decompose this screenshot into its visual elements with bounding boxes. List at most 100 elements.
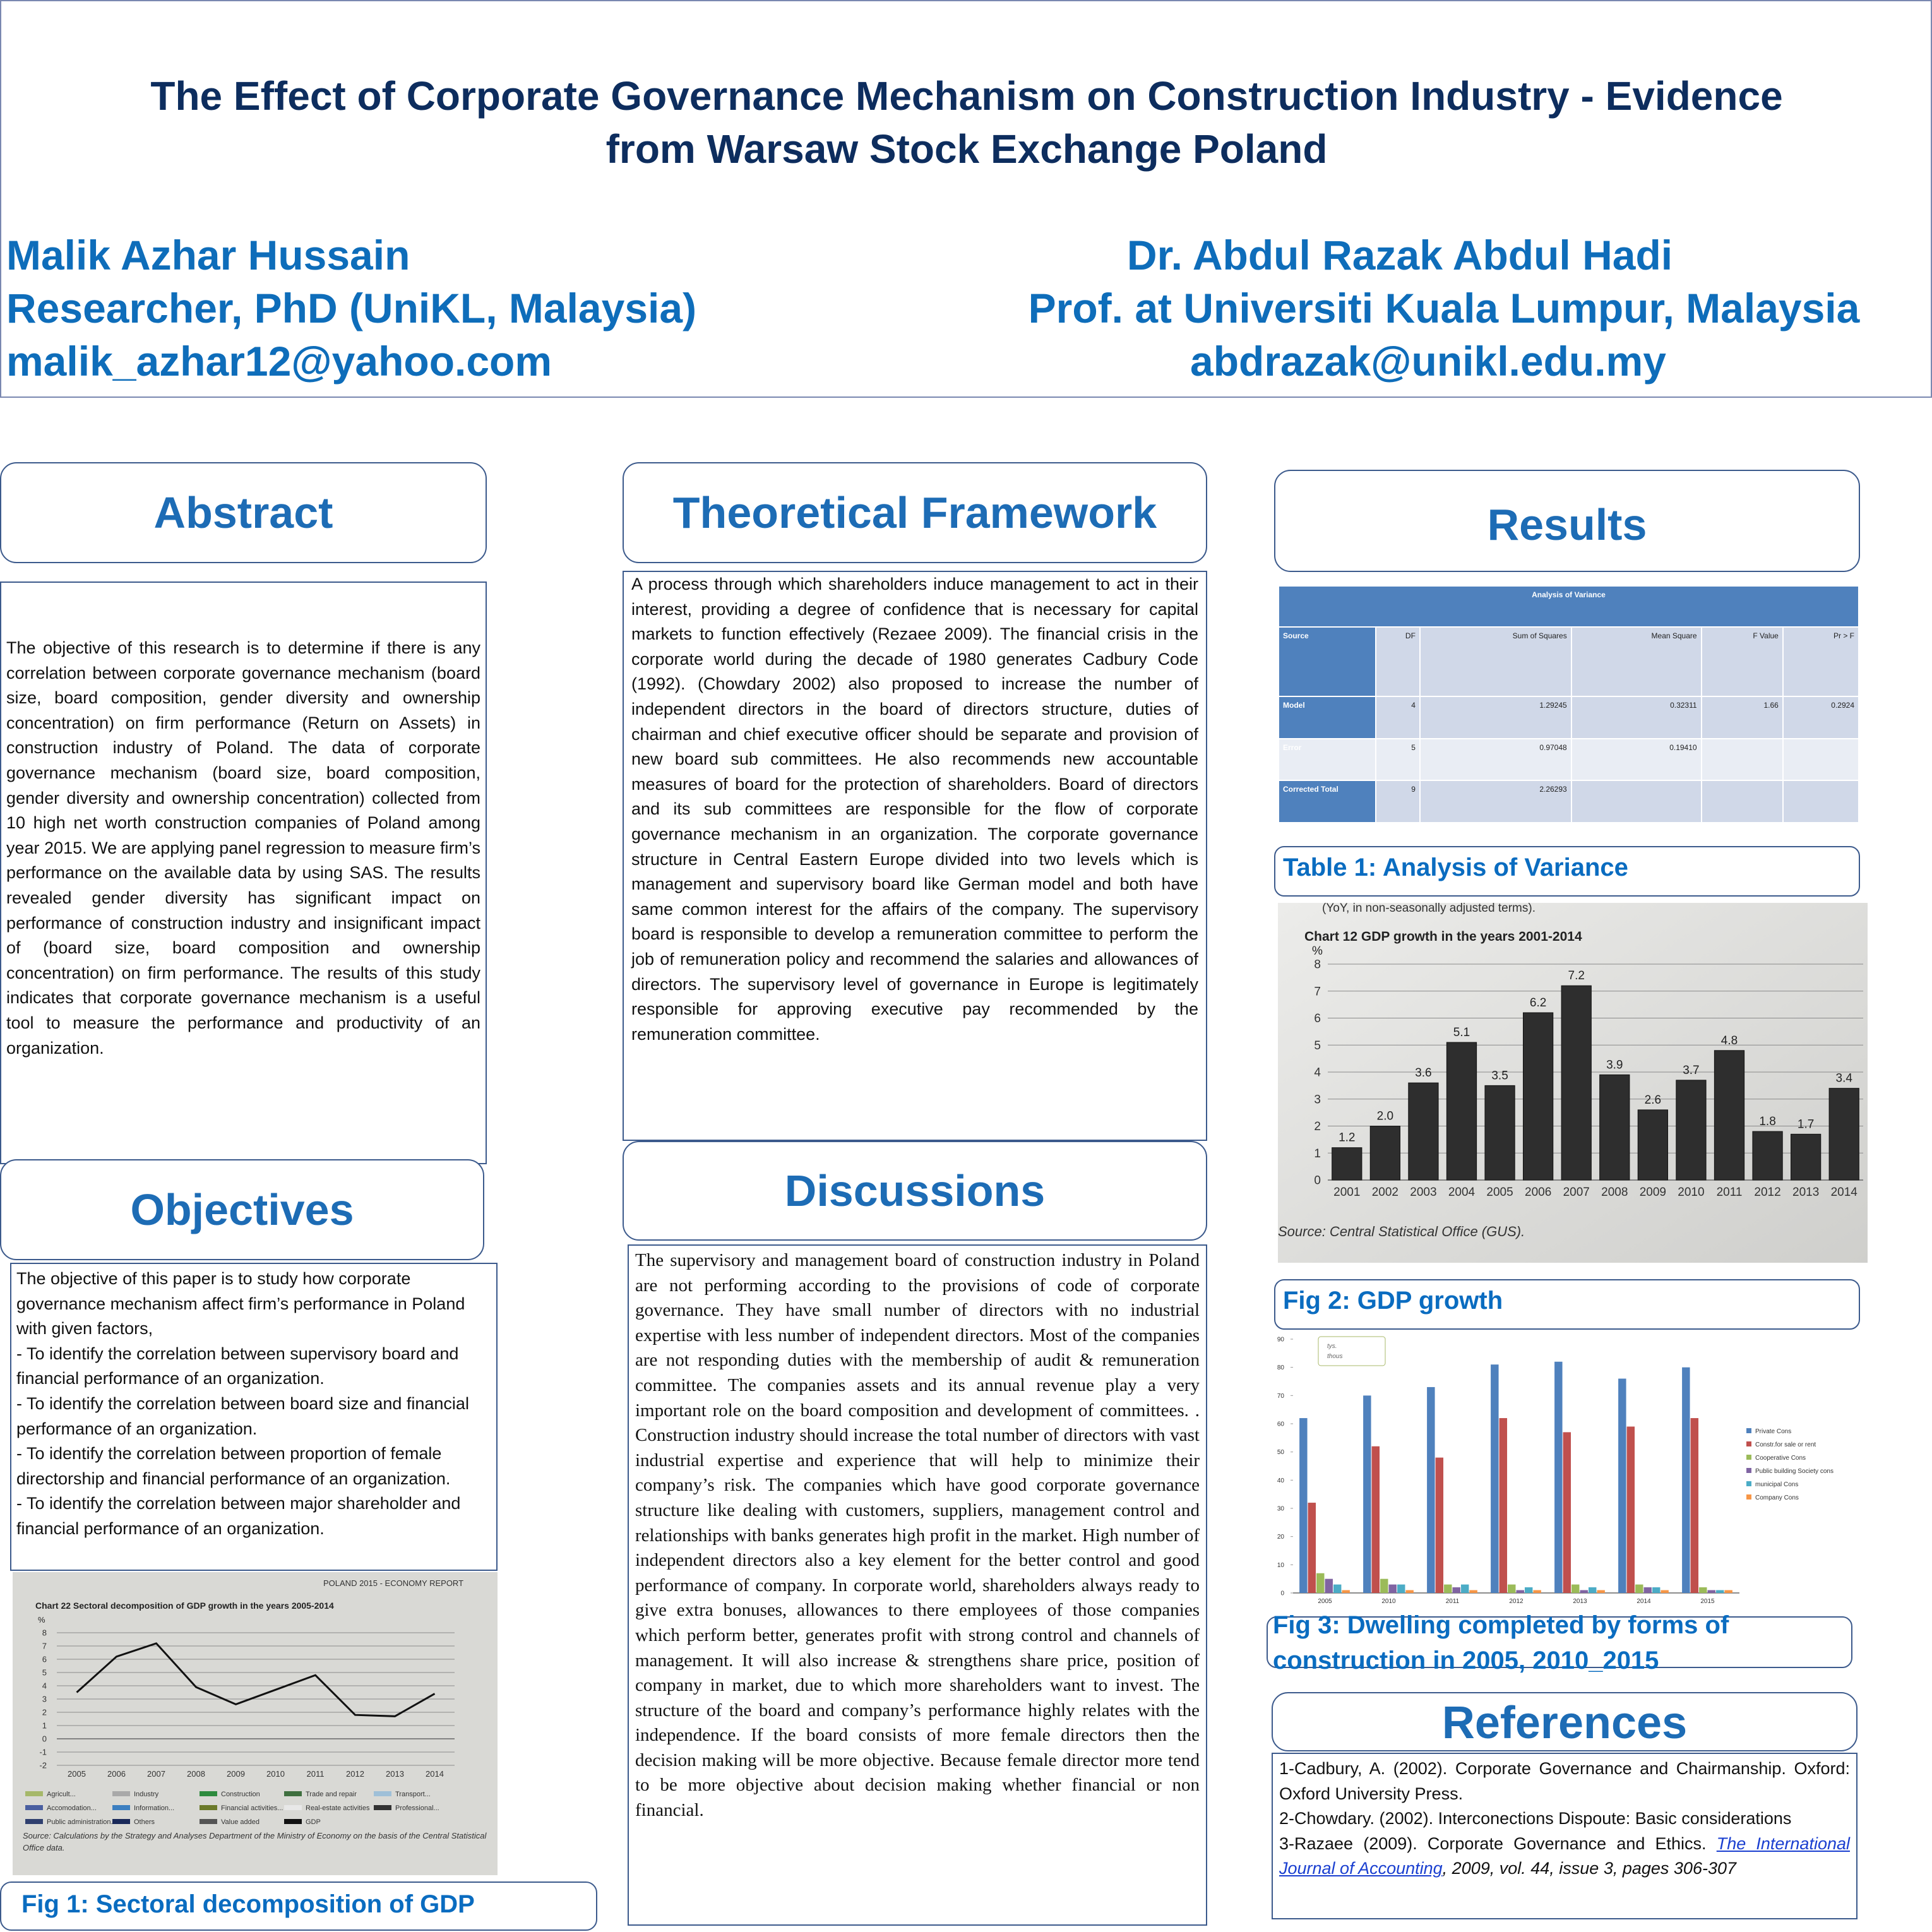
legend-swatch [112, 1805, 130, 1810]
legend-label: GDP [306, 1818, 321, 1826]
value-label: 6.2 [1530, 996, 1546, 1010]
bar [1308, 1503, 1316, 1593]
y-tick-label: 6 [1314, 1012, 1321, 1025]
table-cell [1571, 781, 1701, 822]
bar [1491, 1364, 1499, 1593]
section-heading: Objectives [0, 1159, 484, 1260]
y-tick-label: 90 [1277, 1337, 1285, 1344]
unit-label: thous [1327, 1353, 1342, 1360]
bar [1524, 1587, 1533, 1593]
bar [1588, 1587, 1597, 1593]
author: Malik Azhar Hussain Researcher, PhD (Uni… [6, 229, 696, 388]
bar [1714, 1050, 1745, 1181]
reference-text: , 2009, vol. 44, issue 3, pages 306-307 [1442, 1859, 1736, 1878]
x-tick-label: 2015 [1700, 1598, 1715, 1605]
author-email: malik_azhar12@yahoo.com [6, 338, 552, 385]
table-cell [1783, 781, 1858, 822]
x-tick-label: 2012 [1509, 1598, 1524, 1605]
discussions-box: The supervisory and management board of … [628, 1244, 1207, 1926]
bar [1499, 1418, 1508, 1593]
legend-swatch [200, 1791, 217, 1796]
table-cell: Pr > F [1783, 627, 1858, 696]
table-cell [1702, 781, 1782, 822]
references-box: 1-Cadbury, A. (2002). Corporate Governan… [1272, 1753, 1857, 1919]
bar [1580, 1590, 1588, 1593]
bar [1599, 1074, 1630, 1181]
bar [1316, 1573, 1325, 1593]
table-cell: 1.66 [1702, 697, 1782, 738]
legend-swatch [284, 1819, 302, 1824]
legend-label: Constr.for sale or rent [1755, 1441, 1816, 1448]
bar [1676, 1080, 1707, 1181]
bar [1661, 1590, 1669, 1593]
bar [1332, 1147, 1363, 1181]
legend-label: Private Cons [1755, 1428, 1791, 1435]
bar [1828, 1088, 1859, 1181]
bar [1571, 1584, 1580, 1593]
caption-box: Fig 2: GDP growth [1274, 1279, 1860, 1330]
objectives-box: The objective of this paper is to study … [10, 1263, 498, 1571]
y-tick-label: 0 [42, 1734, 47, 1744]
bar [1369, 1126, 1400, 1181]
abstract-text: The objective of this research is to det… [6, 638, 480, 1058]
legend-swatch [374, 1791, 391, 1796]
title: The Effect of Corporate Governance Mecha… [1, 69, 1932, 176]
y-tick-label: -2 [39, 1761, 47, 1770]
x-tick-label: 2014 [426, 1769, 444, 1779]
y-tick-label: 60 [1277, 1421, 1285, 1428]
reference-link[interactable]: The International Journal of Accounting [1279, 1834, 1850, 1878]
legend-label: Financial activities... [221, 1804, 283, 1812]
table-cell: 9 [1376, 781, 1419, 822]
value-label: 4.8 [1721, 1034, 1738, 1047]
legend-label: Trade and repair [306, 1791, 357, 1798]
x-tick-label: 2014 [1637, 1598, 1651, 1605]
bar [1446, 1042, 1477, 1181]
table-cell: 5 [1376, 739, 1419, 780]
chart-source: Source: Calculations by the Strategy and… [23, 1831, 487, 1852]
x-tick-label: 2011 [1717, 1186, 1743, 1199]
figure-caption: Fig 2: GDP growth [1283, 1287, 1503, 1315]
bar [1533, 1590, 1541, 1593]
title-line: from Warsaw Stock Exchange Poland [605, 126, 1328, 172]
table-caption: Table 1: Analysis of Variance [1283, 854, 1628, 881]
section-heading: Theoretical Framework [623, 462, 1207, 563]
y-tick-label: 0 [1314, 1174, 1321, 1188]
x-tick-label: 2011 [1446, 1598, 1460, 1605]
y-tick-label: 1 [42, 1721, 47, 1731]
table-cell: Model [1279, 697, 1375, 738]
figure-1-chart: POLAND 2015 - ECONOMY REPORT Chart 22 Sec… [13, 1572, 498, 1875]
caption-box: Fig 1: Sectoral decomposition of GDP [0, 1881, 597, 1931]
author-email: abdrazak@unikl.edu.my [1190, 338, 1666, 385]
y-tick-label: 3 [1314, 1093, 1321, 1106]
legend-swatch [1746, 1455, 1751, 1460]
x-tick-label: 2011 [307, 1769, 325, 1779]
y-tick-label: 5 [1314, 1039, 1321, 1052]
x-tick-label: 2001 [1333, 1186, 1360, 1199]
legend-swatch [25, 1791, 43, 1796]
table-cell: Source [1279, 627, 1375, 696]
table-cell: F Value [1702, 627, 1782, 696]
y-tick-label: -1 [39, 1748, 47, 1757]
y-tick-label: 4 [1314, 1066, 1321, 1080]
x-tick-label: 2014 [1831, 1186, 1858, 1199]
photo-background [13, 1572, 498, 1875]
objective-item: - To identify the correlation between bo… [16, 1393, 469, 1438]
table-cell [1783, 739, 1858, 780]
legend-swatch [200, 1819, 217, 1824]
reference: 2-Chowdary. (2002). Interconections Disp… [1279, 1809, 1792, 1828]
table-cell: 0.2924 [1783, 697, 1858, 738]
legend-swatch [284, 1805, 302, 1810]
legend-swatch [1746, 1468, 1751, 1473]
value-label: 7.2 [1568, 969, 1585, 982]
x-tick-label: 2012 [346, 1769, 364, 1779]
table-cell: 4 [1376, 697, 1419, 738]
bar [1484, 1085, 1515, 1181]
legend-label: Company Cons [1755, 1494, 1799, 1501]
bar [1516, 1590, 1524, 1593]
bar [1618, 1378, 1626, 1593]
legend-swatch [200, 1805, 217, 1810]
legend-swatch [25, 1819, 43, 1824]
bar [1469, 1590, 1477, 1593]
objective-item: - To identify the correlation between su… [16, 1344, 459, 1388]
bar [1405, 1590, 1414, 1593]
